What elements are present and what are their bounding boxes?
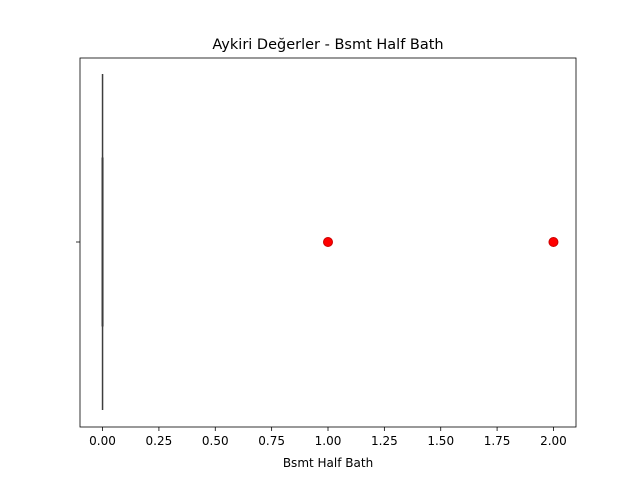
plot-frame (79, 57, 577, 428)
x-tick-label: 1.25 (371, 434, 398, 448)
x-tick-label: 0.75 (258, 434, 285, 448)
x-tick-label: 1.00 (315, 434, 342, 448)
x-tick-label: 2.00 (540, 434, 567, 448)
x-tick-label: 0.50 (202, 434, 229, 448)
x-tick-label: 1.50 (427, 434, 454, 448)
x-axis-ticks: 0.00 0.25 0.50 0.75 1.00 1.25 1.50 1.75 2.00 (89, 427, 567, 448)
outlier-point (548, 237, 559, 247)
x-tick-label: 0.00 (89, 434, 116, 448)
x-tick-label: 0.25 (146, 434, 173, 448)
outlier-points (323, 237, 559, 247)
outlier-point (323, 237, 333, 247)
x-tick-label: 1.75 (484, 434, 511, 448)
box-element (101, 74, 104, 410)
chart-title: Aykiri Değerler - Bsmt Half Bath (212, 37, 443, 53)
x-axis-label: Bsmt Half Bath (283, 456, 373, 470)
